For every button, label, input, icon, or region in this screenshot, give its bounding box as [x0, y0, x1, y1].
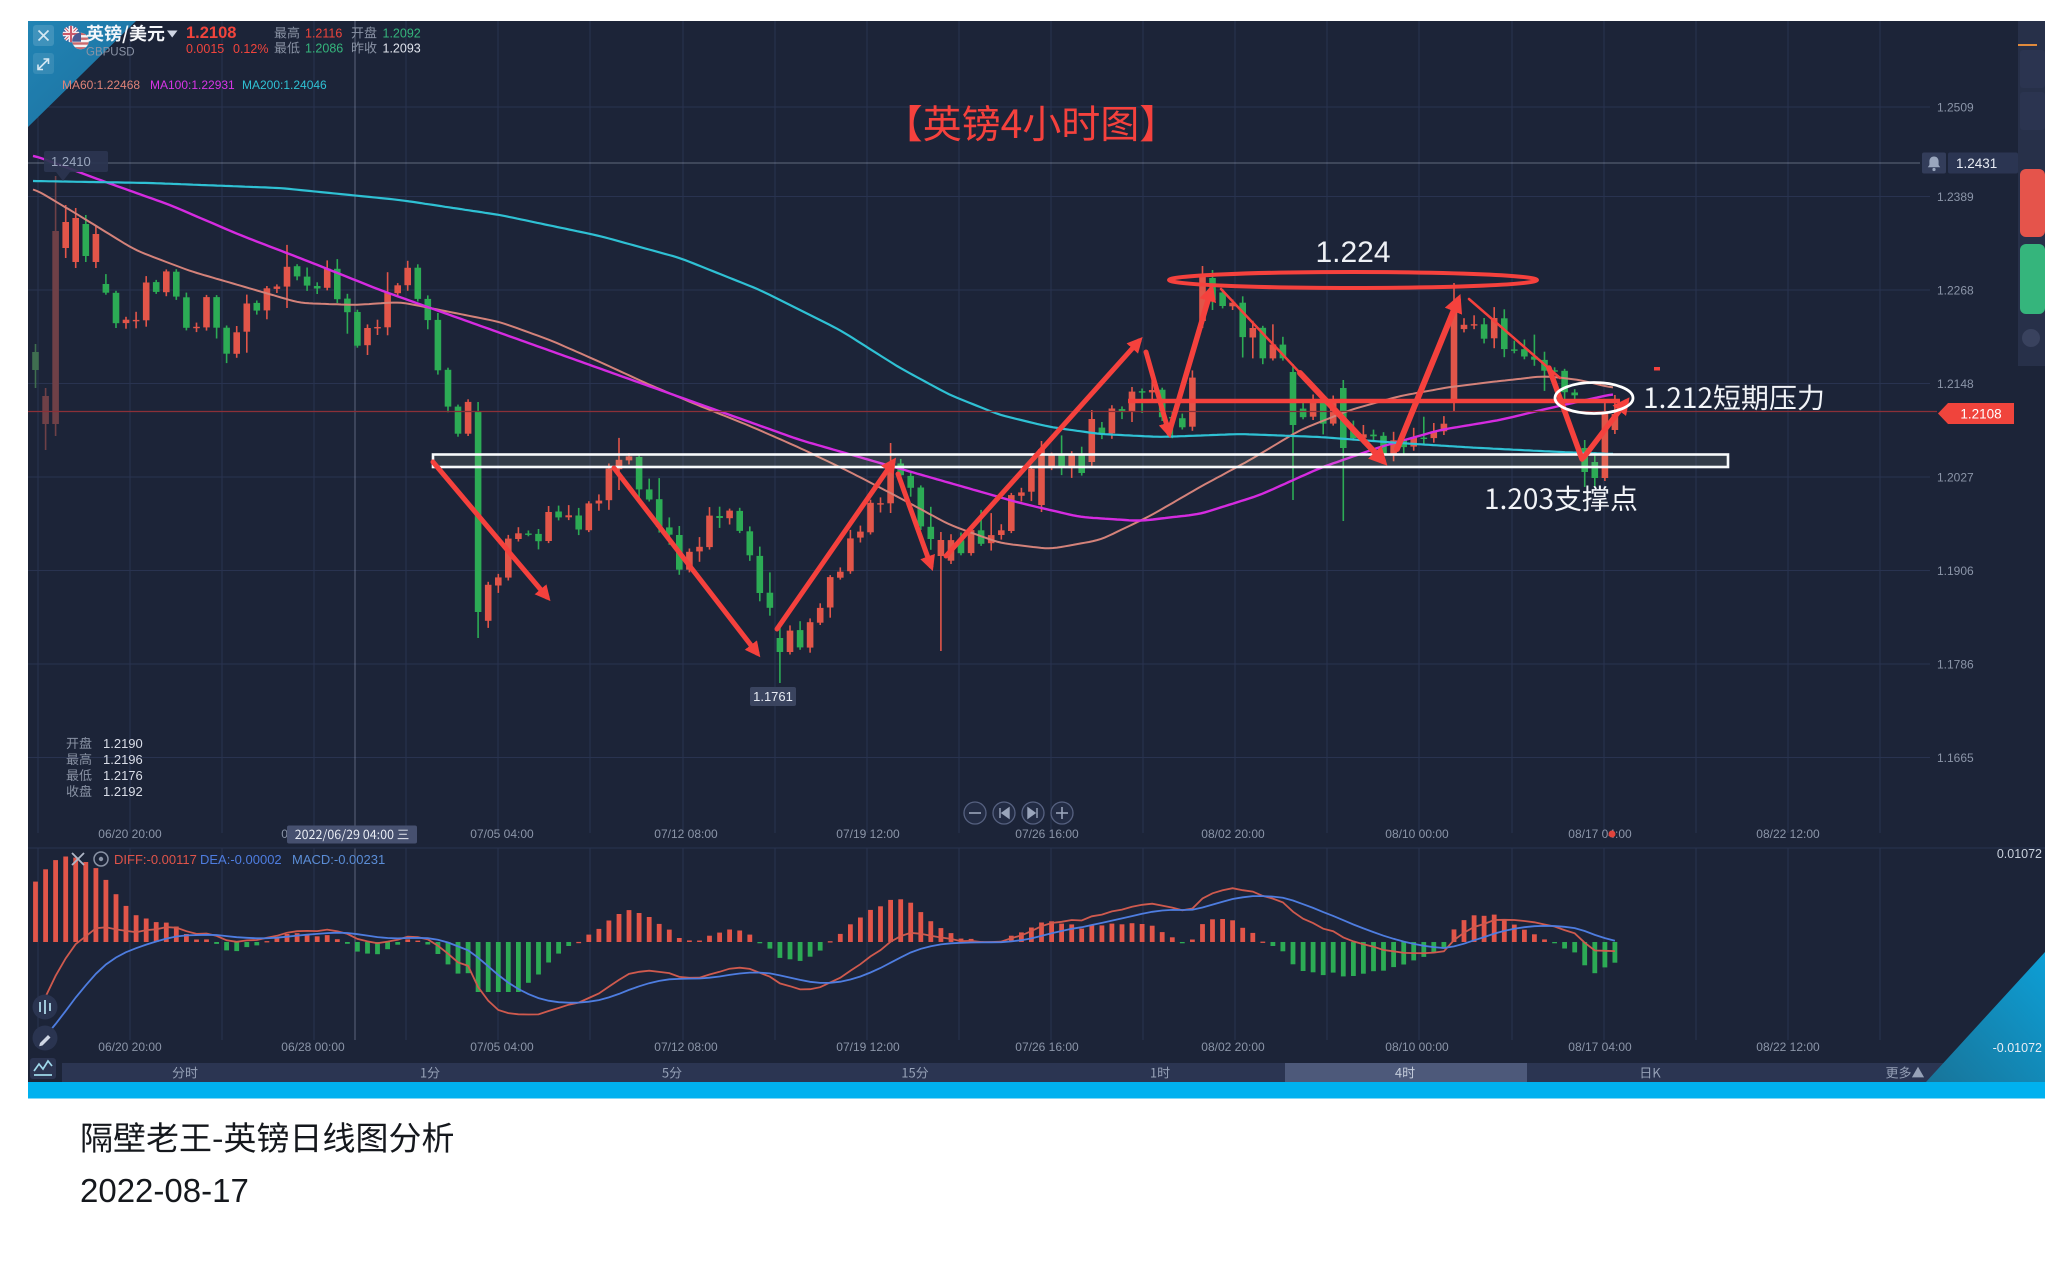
- svg-text:1.1786: 1.1786: [1937, 658, 1974, 672]
- svg-text:2022-08-17: 2022-08-17: [80, 1172, 249, 1209]
- svg-text:0.01072: 0.01072: [1997, 847, 2042, 861]
- svg-text:08/17 04:00: 08/17 04:00: [1568, 1040, 1632, 1054]
- svg-text:07/26 16:00: 07/26 16:00: [1015, 1040, 1079, 1054]
- svg-text:06/28 00:00: 06/28 00:00: [281, 1040, 345, 1054]
- svg-text:06/20 20:00: 06/20 20:00: [98, 1040, 162, 1054]
- svg-text:08/10 00:00: 08/10 00:00: [1385, 827, 1449, 841]
- svg-text:1.2092: 1.2092: [383, 27, 421, 41]
- svg-text:-0.01072: -0.01072: [1993, 1041, 2042, 1055]
- svg-text:0.12%: 0.12%: [233, 42, 268, 56]
- svg-text:1.2093: 1.2093: [383, 42, 421, 56]
- svg-text:1.2116: 1.2116: [305, 27, 342, 41]
- svg-text:06/20 20:00: 06/20 20:00: [98, 827, 162, 841]
- svg-text:1.2268: 1.2268: [1937, 284, 1974, 298]
- svg-text:1.2148: 1.2148: [1937, 377, 1974, 391]
- svg-text:08/02 20:00: 08/02 20:00: [1201, 1040, 1265, 1054]
- svg-text:MA60:1.22468: MA60:1.22468: [62, 78, 140, 92]
- svg-text:1.2509: 1.2509: [1937, 101, 1974, 115]
- svg-text:1.1761: 1.1761: [753, 689, 793, 704]
- svg-text:GBPUSD: GBPUSD: [86, 47, 135, 59]
- svg-text:07/12 08:00: 07/12 08:00: [654, 1040, 718, 1054]
- svg-text:08/10 00:00: 08/10 00:00: [1385, 1040, 1449, 1054]
- svg-text:08/22 12:00: 08/22 12:00: [1756, 1040, 1820, 1054]
- svg-text:MA200:1.24046: MA200:1.24046: [242, 78, 327, 92]
- svg-text:07/05 04:00: 07/05 04:00: [470, 827, 534, 841]
- svg-text:1.2431: 1.2431: [1956, 156, 1997, 171]
- svg-text:1.2176: 1.2176: [103, 768, 143, 783]
- svg-text:07/19 12:00: 07/19 12:00: [836, 827, 900, 841]
- svg-text:08/22 12:00: 08/22 12:00: [1756, 827, 1820, 841]
- svg-text:1.2410: 1.2410: [51, 154, 91, 169]
- svg-text:1.2086: 1.2086: [305, 42, 343, 56]
- svg-text:1.2389: 1.2389: [1937, 190, 1974, 204]
- svg-text:1.1906: 1.1906: [1937, 564, 1974, 578]
- svg-text:07/05 04:00: 07/05 04:00: [470, 1040, 534, 1054]
- svg-text:0.0015: 0.0015: [186, 42, 224, 56]
- svg-text:MA100:1.22931: MA100:1.22931: [150, 78, 235, 92]
- svg-text:1.2027: 1.2027: [1937, 471, 1974, 485]
- svg-text:1.224: 1.224: [1315, 236, 1390, 269]
- svg-text:1.2192: 1.2192: [103, 784, 143, 799]
- svg-text:1.2108: 1.2108: [1960, 407, 2001, 422]
- svg-text:08/02 20:00: 08/02 20:00: [1201, 827, 1265, 841]
- svg-text:07/12 08:00: 07/12 08:00: [654, 827, 718, 841]
- svg-text:DIFF:-0.00117: DIFF:-0.00117: [114, 852, 197, 867]
- svg-text:DEA:-0.00002: DEA:-0.00002: [200, 852, 282, 867]
- svg-text:07/26 16:00: 07/26 16:00: [1015, 827, 1079, 841]
- svg-text:1.2190: 1.2190: [103, 736, 143, 751]
- svg-text:08/17 04:00: 08/17 04:00: [1568, 827, 1632, 841]
- svg-text:MACD:-0.00231: MACD:-0.00231: [292, 852, 385, 867]
- svg-text:1.2108: 1.2108: [186, 24, 236, 42]
- svg-text:07/19 12:00: 07/19 12:00: [836, 1040, 900, 1054]
- svg-text:1.1665: 1.1665: [1937, 751, 1974, 765]
- svg-text:1.2196: 1.2196: [103, 752, 143, 767]
